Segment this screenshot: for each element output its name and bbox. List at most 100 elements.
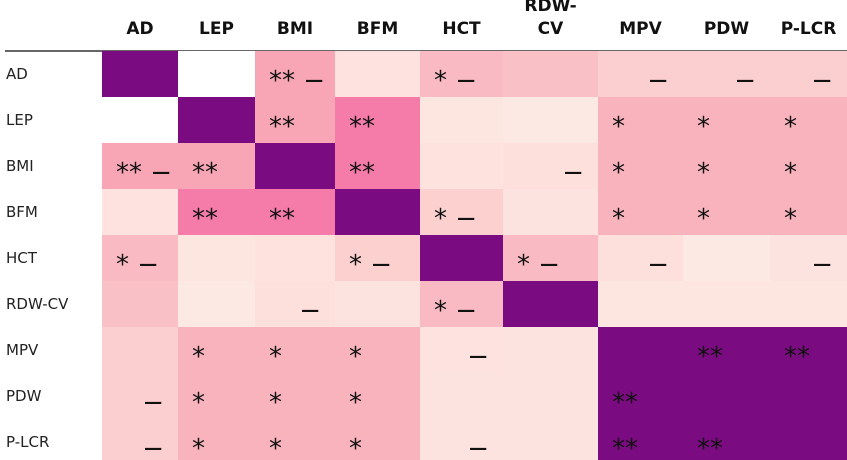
heatmap-cell-bmi-mpv [598,143,683,189]
cell-mark-bmi-ad: ** − [116,158,172,188]
column-label-p-lcr: P-LCR [781,19,837,39]
cell-mark-mpv-lep: * [192,342,205,372]
cell-mark-bfm-lep: ** [192,204,218,234]
heatmap-cell-hct-ad [102,235,178,281]
heatmap-cell-bfm-rdw-cv [503,189,598,235]
cell-mark-pdw-mpv: ** [612,388,638,418]
heatmap-cell-rdw-cv-lep [178,281,255,327]
cell-mark-hct-rdw-cv: * − [517,250,560,280]
cell-mark-p-lcr-pdw: ** [697,434,723,460]
heatmap-cell-mpv-pdw [683,327,770,373]
heatmap-cell-rdw-cv-rdw-cv [503,281,598,327]
cell-mark-p-lcr-bfm: * [349,434,362,460]
heatmap-cell-ad-hct [420,51,503,97]
heatmap-cell-bmi-p-lcr [770,143,847,189]
heatmap-cell-p-lcr-pdw [683,419,770,460]
cell-mark-bfm-p-lcr: * [784,204,797,234]
heatmap-cell-pdw-rdw-cv [503,373,598,419]
cell-mark-p-lcr-bmi: * [269,434,282,460]
heatmap-cell-lep-bmi [255,97,335,143]
column-label-rdw-cv: RDW- [524,0,576,16]
heatmap-cell-rdw-cv-p-lcr [770,281,847,327]
cell-mark-p-lcr-hct: − [467,434,489,460]
heatmap-cell-ad-lep [178,51,255,97]
cell-mark-pdw-bfm: * [349,388,362,418]
cell-mark-bmi-p-lcr: * [784,158,797,188]
heatmap-cell-hct-pdw [683,235,770,281]
heatmap-cell-bfm-ad [102,189,178,235]
heatmap-cell-rdw-cv-mpv [598,281,683,327]
heatmap-cell-ad-pdw [683,51,770,97]
heatmap-cell-rdw-cv-ad [102,281,178,327]
heatmap-cell-pdw-bmi [255,373,335,419]
heatmap-cell-ad-bmi [255,51,335,97]
cell-mark-ad-pdw: − [734,66,756,96]
row-label-hct: HCT [6,249,38,267]
cell-mark-mpv-bfm: * [349,342,362,372]
heatmap-cell-mpv-mpv [598,327,683,373]
heatmap-cell-hct-mpv [598,235,683,281]
cell-mark-ad-p-lcr: − [811,66,833,96]
cell-mark-pdw-bmi: * [269,388,282,418]
heatmap-cell-hct-hct [420,235,503,281]
cell-mark-p-lcr-ad: − [142,434,164,460]
cell-mark-p-lcr-mpv: ** [612,434,638,460]
heatmap-cell-lep-hct [420,97,503,143]
row-label-pdw: PDW [6,387,42,405]
heatmap-cell-mpv-rdw-cv [503,327,598,373]
heatmap-cell-ad-rdw-cv [503,51,598,97]
heatmap-cell-bmi-lep [178,143,255,189]
heatmap-cells [102,51,847,460]
cell-mark-rdw-cv-bmi: − [299,296,321,326]
cell-mark-mpv-p-lcr: ** [784,342,810,372]
heatmap-cell-p-lcr-rdw-cv [503,419,598,460]
cell-mark-ad-mpv: − [647,66,669,96]
heatmap-cell-mpv-ad [102,327,178,373]
cell-mark-pdw-ad: − [142,388,164,418]
heatmap-cell-mpv-p-lcr [770,327,847,373]
row-label-rdw-cv: RDW-CV [6,295,69,313]
heatmap-cell-bfm-hct [420,189,503,235]
heatmap-cell-mpv-bfm [335,327,420,373]
row-label-ad: AD [6,65,28,83]
heatmap-cell-ad-p-lcr [770,51,847,97]
row-label-lep: LEP [6,111,33,129]
heatmap-cell-pdw-p-lcr [770,373,847,419]
row-labels: AD LEP BMI BFM HCT RDW-CV MPV PDW P-LCR [6,65,69,451]
cell-mark-mpv-bmi: * [269,342,282,372]
heatmap-cell-bmi-hct [420,143,503,189]
heatmap-cell-pdw-pdw [683,373,770,419]
row-label-bmi: BMI [6,157,34,175]
column-labels: AD LEP BMI BFM HCT RDW- CV MPV PDW P-LCR [126,0,836,39]
heatmap-cell-pdw-bfm [335,373,420,419]
cell-mark-hct-p-lcr: − [811,250,833,280]
heatmap-cell-bfm-bmi [255,189,335,235]
heatmap-cell-p-lcr-ad [102,419,178,460]
column-label-lep: LEP [199,19,234,39]
heatmap-cell-bfm-bfm [335,189,420,235]
heatmap-cell-lep-mpv [598,97,683,143]
cell-mark-bmi-mpv: * [612,158,625,188]
cell-mark-lep-p-lcr: * [784,112,797,142]
column-label-ad: AD [126,19,153,39]
cell-mark-mpv-pdw: ** [697,342,723,372]
heatmap-cell-lep-bfm [335,97,420,143]
heatmap-cell-ad-mpv [598,51,683,97]
cell-mark-bmi-pdw: * [697,158,710,188]
heatmap-cell-p-lcr-lep [178,419,255,460]
cell-mark-bfm-hct: * − [434,204,477,234]
heatmap-cell-bfm-lep [178,189,255,235]
cell-mark-hct-mpv: − [647,250,669,280]
heatmap-cell-bmi-rdw-cv [503,143,598,189]
heatmap-cell-ad-ad [102,51,178,97]
cell-mark-bfm-pdw: * [697,204,710,234]
heatmap-cell-bmi-ad [102,143,178,189]
heatmap-cell-bfm-pdw [683,189,770,235]
cell-mark-bmi-lep: ** [192,158,218,188]
column-label-bmi: BMI [277,19,313,39]
heatmap-cell-ad-bfm [335,51,420,97]
row-label-mpv: MPV [6,341,39,359]
heatmap-cell-pdw-ad [102,373,178,419]
cell-mark-lep-bmi: ** [269,112,295,142]
